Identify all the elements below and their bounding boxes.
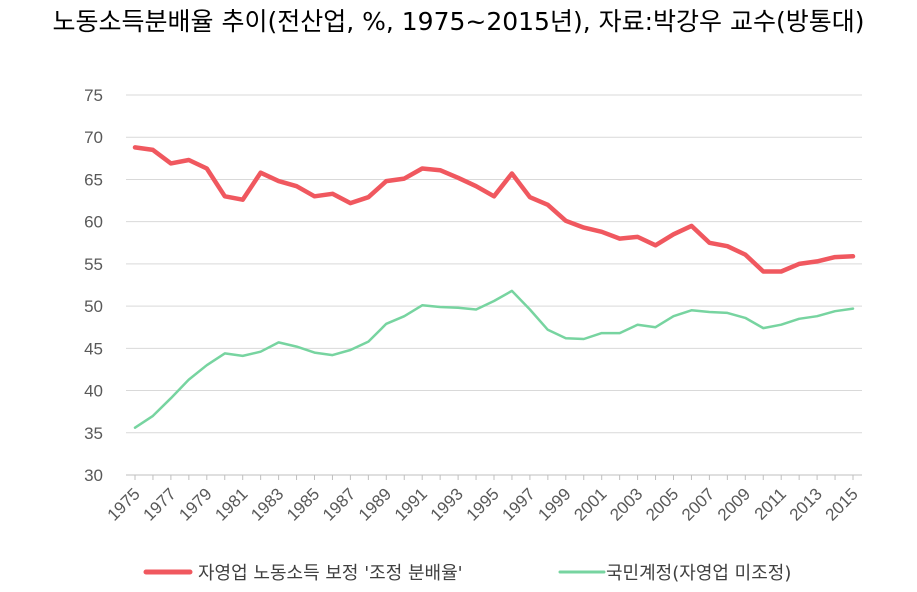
- y-axis-ticks: 30 35 40 45 50 55 60 65 70 75: [84, 86, 103, 485]
- series-lines: [132, 145, 856, 429]
- x-tick-label: 1989: [355, 484, 395, 524]
- x-tick-label: 1993: [427, 484, 467, 524]
- x-tick-label: 2003: [606, 484, 646, 524]
- y-tick-label: 75: [84, 86, 103, 105]
- x-tick-label: 1995: [463, 484, 503, 524]
- chart-title: 노동소득분배율 추이(전산업, %, 1975~2015년), 자료:박강우 교…: [52, 7, 865, 36]
- series-line-1: [132, 145, 856, 274]
- x-tick-label: 1979: [175, 484, 215, 524]
- legend-label-2: 국민계정(자영업 미조정): [606, 563, 791, 584]
- series-line-2: [133, 289, 855, 429]
- y-tick-label: 45: [84, 339, 103, 358]
- x-axis-ticks: 1975197719791981198319851987198919911993…: [104, 484, 862, 524]
- y-tick-label: 65: [84, 170, 103, 189]
- x-tick-label: 2011: [751, 484, 790, 523]
- legend-label-1: 자영업 노동소득 보정 '조정 분배율': [198, 563, 463, 584]
- x-tick-label: 1991: [391, 484, 431, 524]
- y-tick-label: 60: [84, 213, 103, 232]
- x-tick-label: 1999: [534, 484, 574, 524]
- y-tick-label: 55: [84, 255, 103, 274]
- legend: 자영업 노동소득 보정 '조정 분배율' 국민계정(자영업 미조정): [143, 563, 791, 584]
- x-tick-label: 2015: [822, 484, 862, 524]
- y-tick-label: 35: [84, 424, 103, 443]
- x-tick-label: 1987: [319, 484, 359, 524]
- grid-lines: [126, 94, 862, 434]
- y-tick-label: 40: [84, 382, 103, 401]
- x-tick-label: 2007: [678, 484, 718, 524]
- x-axis: [126, 474, 862, 480]
- x-tick-label: 1981: [211, 484, 251, 524]
- x-tick-label: 2005: [642, 484, 682, 524]
- y-tick-label: 30: [84, 466, 103, 485]
- x-tick-label: 1977: [140, 484, 180, 524]
- x-tick-label: 1983: [247, 484, 287, 524]
- x-tick-label: 1975: [104, 484, 144, 524]
- y-tick-label: 70: [84, 128, 103, 147]
- x-tick-label: 1985: [283, 484, 323, 524]
- x-tick-label: 2009: [714, 484, 754, 524]
- x-tick-label: 2001: [570, 484, 610, 524]
- x-tick-label: 1997: [499, 484, 539, 524]
- y-tick-label: 50: [84, 297, 103, 316]
- x-tick-label: 2013: [786, 484, 826, 524]
